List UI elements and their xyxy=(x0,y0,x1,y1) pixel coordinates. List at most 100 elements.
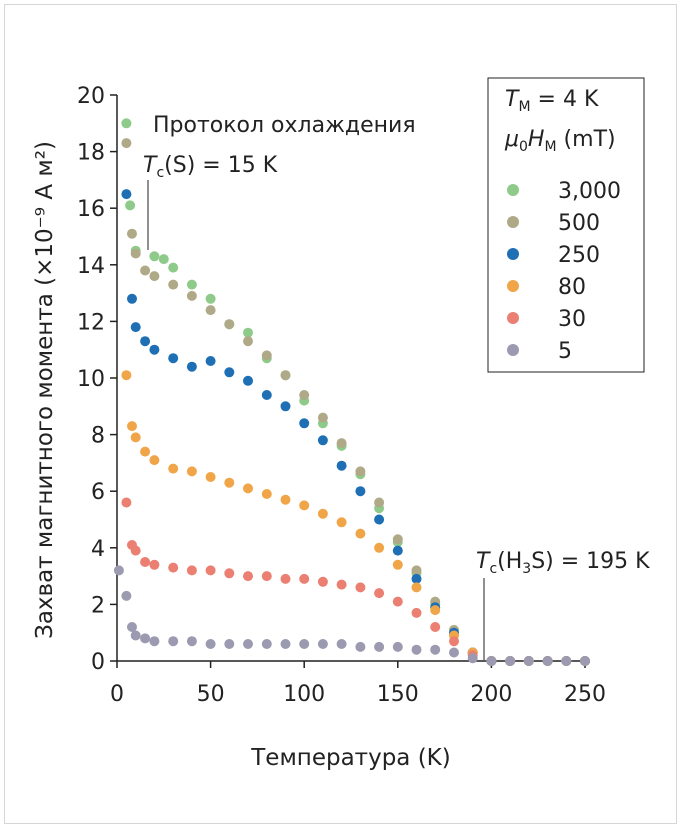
data-point-250 xyxy=(243,375,253,386)
data-point-5 xyxy=(561,656,572,666)
data-point-3000 xyxy=(243,327,253,338)
y-tick-label: 0 xyxy=(91,650,105,675)
data-point-80 xyxy=(430,605,441,616)
data-point-5 xyxy=(121,590,132,601)
data-point-250 xyxy=(336,460,347,471)
legend-marker xyxy=(507,344,519,356)
data-point-5 xyxy=(505,656,516,666)
data-point-250 xyxy=(130,322,141,333)
data-point-5 xyxy=(149,636,160,647)
data-point-500 xyxy=(168,279,179,290)
y-tick-label: 2 xyxy=(91,593,105,618)
data-point-3000 xyxy=(121,118,132,129)
x-tick-label: 150 xyxy=(377,682,419,707)
data-point-80 xyxy=(317,508,328,519)
data-point-30 xyxy=(299,573,310,584)
data-point-5 xyxy=(449,647,459,658)
data-point-5 xyxy=(127,622,137,632)
data-point-3000 xyxy=(168,262,179,273)
data-point-500 xyxy=(205,305,216,316)
data-point-3000 xyxy=(149,251,160,262)
y-axis-title: Захват магнитного момента (×10⁻⁹ А м²) xyxy=(32,141,58,639)
data-point-5 xyxy=(374,641,385,652)
legend-marker xyxy=(507,216,519,228)
data-point-3000 xyxy=(125,200,136,211)
data-point-250 xyxy=(140,336,151,347)
data-point-500 xyxy=(121,138,132,149)
data-point-250 xyxy=(205,356,216,366)
data-point-80 xyxy=(299,500,310,511)
data-point-500 xyxy=(299,390,310,400)
data-point-80 xyxy=(224,477,235,488)
data-point-80 xyxy=(392,559,403,570)
y-tick-label: 8 xyxy=(91,424,105,449)
x-tick-label: 250 xyxy=(564,682,606,707)
data-point-5 xyxy=(113,565,124,576)
data-point-80 xyxy=(186,466,197,477)
data-point-500 xyxy=(186,290,197,301)
legend-marker xyxy=(507,184,519,196)
data-point-5 xyxy=(299,639,310,649)
data-point-250 xyxy=(224,367,235,378)
data-point-80 xyxy=(261,489,272,499)
y-tick-label: 18 xyxy=(77,141,105,166)
data-point-80 xyxy=(168,463,179,474)
y-tick-label: 14 xyxy=(77,254,105,279)
data-point-5 xyxy=(392,641,403,652)
data-point-250 xyxy=(355,486,366,497)
data-point-80 xyxy=(411,582,422,593)
data-point-5 xyxy=(130,630,141,641)
x-tick-label: 0 xyxy=(110,682,124,707)
data-point-250 xyxy=(127,293,137,304)
data-point-500 xyxy=(261,350,272,361)
data-point-30 xyxy=(261,571,272,582)
data-point-30 xyxy=(243,571,253,582)
data-point-500 xyxy=(317,412,328,423)
annotation-tc-h3s: Tc(H3S) = 195 K xyxy=(476,549,650,577)
data-point-3000 xyxy=(186,279,197,290)
data-point-250 xyxy=(186,361,197,372)
x-tick-label: 50 xyxy=(197,682,225,707)
legend-header-tm: TM = 4 K xyxy=(505,87,599,115)
data-point-500 xyxy=(374,497,385,508)
annotation-tc-s: Tc(S) = 15 K xyxy=(143,153,278,181)
data-point-30 xyxy=(449,636,459,647)
data-point-30 xyxy=(411,607,422,618)
data-point-5 xyxy=(261,639,272,649)
data-point-80 xyxy=(355,528,366,539)
data-point-500 xyxy=(392,534,403,545)
data-point-30 xyxy=(336,579,347,590)
legend-marker xyxy=(507,312,519,324)
data-point-5 xyxy=(411,644,422,655)
y-tick-label: 12 xyxy=(77,310,105,335)
y-tick-label: 10 xyxy=(77,367,105,392)
data-point-30 xyxy=(280,573,291,584)
data-point-30 xyxy=(168,562,179,573)
data-point-30 xyxy=(121,497,132,508)
data-point-500 xyxy=(149,271,160,282)
data-point-30 xyxy=(130,545,141,556)
data-point-80 xyxy=(243,483,253,494)
data-point-80 xyxy=(127,421,137,432)
chart-title: Протокол охлаждения xyxy=(153,113,416,138)
data-point-5 xyxy=(205,639,216,649)
data-point-250 xyxy=(411,573,422,584)
legend-label: 3,000 xyxy=(558,179,621,204)
data-point-30 xyxy=(186,565,197,576)
data-point-30 xyxy=(149,559,160,570)
data-point-3000 xyxy=(158,254,169,265)
data-point-5 xyxy=(243,639,253,649)
data-point-80 xyxy=(374,542,385,553)
data-point-500 xyxy=(224,319,235,330)
legend-label: 80 xyxy=(558,275,586,300)
x-tick-label: 200 xyxy=(470,682,512,707)
data-point-5 xyxy=(336,639,347,649)
data-point-5 xyxy=(355,641,366,652)
data-point-250 xyxy=(121,189,132,200)
data-point-5 xyxy=(430,644,441,655)
data-point-5 xyxy=(542,656,553,666)
y-tick-label: 6 xyxy=(91,480,105,505)
data-point-5 xyxy=(580,656,590,666)
data-point-30 xyxy=(374,588,385,599)
